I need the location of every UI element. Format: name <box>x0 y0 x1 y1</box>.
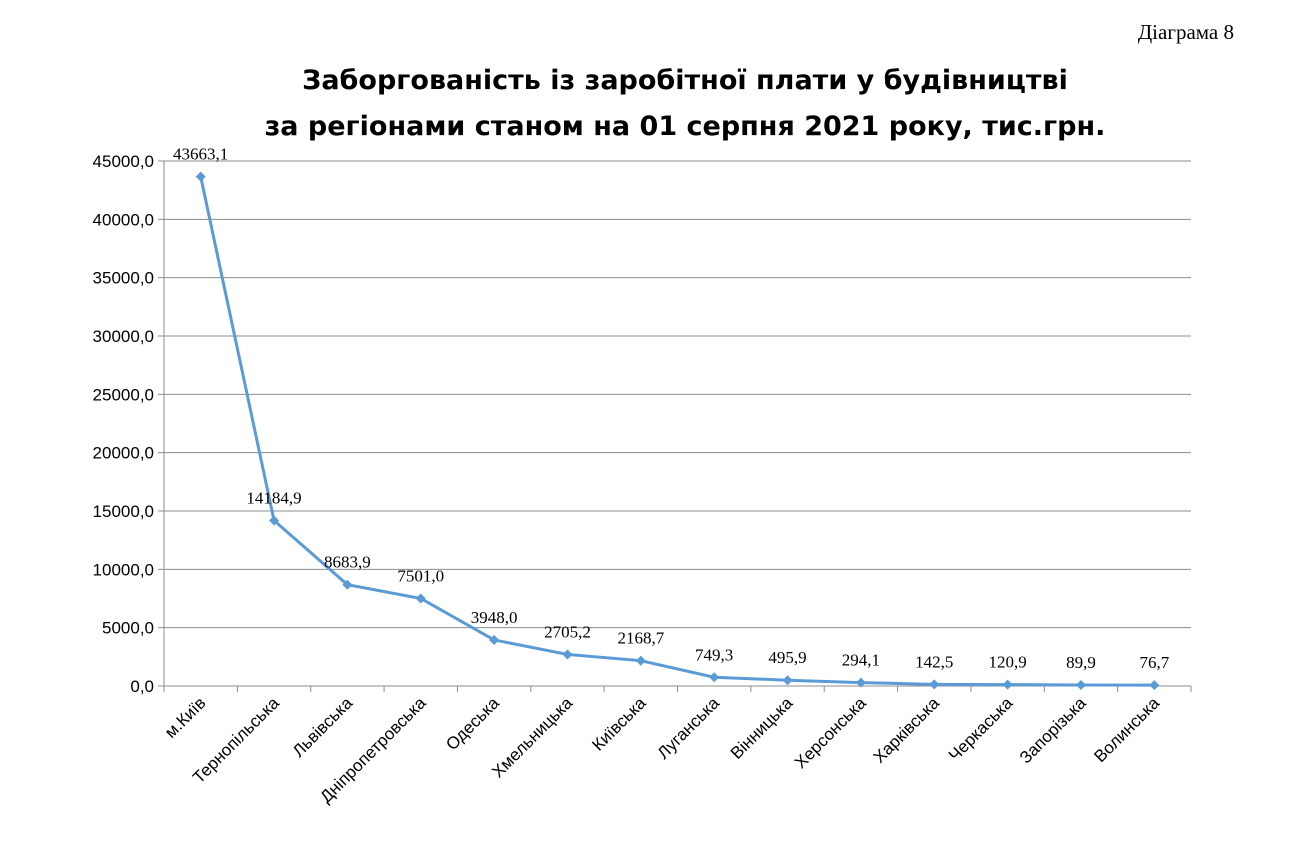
y-tick-label: 30000,0 <box>93 327 154 346</box>
data-point <box>342 579 353 590</box>
y-tick-label: 0,0 <box>130 677 154 696</box>
chart-title-line-1: Заборгованість із заробітної плати у буд… <box>302 65 1068 96</box>
data-label: 3948,0 <box>471 608 518 627</box>
x-tick-label: Львівська <box>289 693 357 761</box>
y-tick-label: 45000,0 <box>93 152 154 171</box>
y-tick-label: 15000,0 <box>93 502 154 521</box>
y-tick-label: 35000,0 <box>93 269 154 288</box>
data-label: 7501,0 <box>397 566 444 585</box>
data-point <box>709 672 720 683</box>
y-tick-label: 25000,0 <box>93 385 154 404</box>
x-tick-label: Запорізька <box>1016 693 1090 767</box>
data-label: 749,3 <box>695 645 733 664</box>
data-label: 120,9 <box>988 653 1026 672</box>
data-point <box>1002 679 1013 690</box>
data-label: 2705,2 <box>544 622 591 641</box>
chart-title: Заборгованість із заробітної плати у буд… <box>0 58 1298 150</box>
series-line <box>199 176 1155 687</box>
data-point <box>1149 680 1160 691</box>
y-tick-label: 20000,0 <box>93 444 154 463</box>
series <box>195 171 1160 691</box>
data-point <box>1075 679 1086 690</box>
data-label: 142,5 <box>915 652 953 671</box>
data-point <box>269 515 280 526</box>
x-tick-label: Херсонська <box>791 693 870 772</box>
x-tick-label: Черкаська <box>945 693 1017 765</box>
x-tick-label: Одеська <box>442 693 503 754</box>
data-point <box>929 679 940 690</box>
x-tick-label: Луганська <box>654 693 724 763</box>
data-label: 89,9 <box>1066 653 1096 672</box>
x-tick-label: Харківська <box>870 693 944 767</box>
data-label: 8683,9 <box>324 553 371 572</box>
data-point <box>195 171 206 182</box>
data-label: 43663,1 <box>173 145 228 164</box>
x-tick-label: Київська <box>588 693 650 755</box>
data-point <box>489 634 500 645</box>
data-point <box>855 677 866 688</box>
data-labels: 43663,1 14184,9 8683,9 7501,0 3948,0 2705,2 21… <box>173 145 1170 673</box>
y-tick-label: 10000,0 <box>93 560 154 579</box>
y-axis-ticks: 0,0 5000,0 10000,0 15000,0 20000,0 25000,0 300… <box>93 152 154 696</box>
x-tick-label: Волинська <box>1090 693 1163 766</box>
data-point <box>562 649 573 660</box>
data-point <box>415 593 426 604</box>
data-label: 294,1 <box>842 651 880 670</box>
data-point <box>782 675 793 686</box>
gridlines <box>164 160 1191 629</box>
data-label: 495,9 <box>768 648 806 667</box>
axes <box>158 160 1192 692</box>
x-tick-label: Вінницька <box>727 693 797 763</box>
figure-label: Діаграма 8 <box>1137 20 1234 44</box>
y-tick-label: 5000,0 <box>102 619 154 638</box>
data-label: 14184,9 <box>246 489 301 508</box>
y-tick-label: 40000,0 <box>93 210 154 229</box>
data-label: 2168,7 <box>617 629 664 648</box>
x-tick-label: м.Київ <box>161 693 209 741</box>
data-point <box>635 655 646 666</box>
data-label: 76,7 <box>1139 653 1169 672</box>
chart-title-line-2: за регіонами станом на 01 серпня 2021 ро… <box>264 111 1106 142</box>
